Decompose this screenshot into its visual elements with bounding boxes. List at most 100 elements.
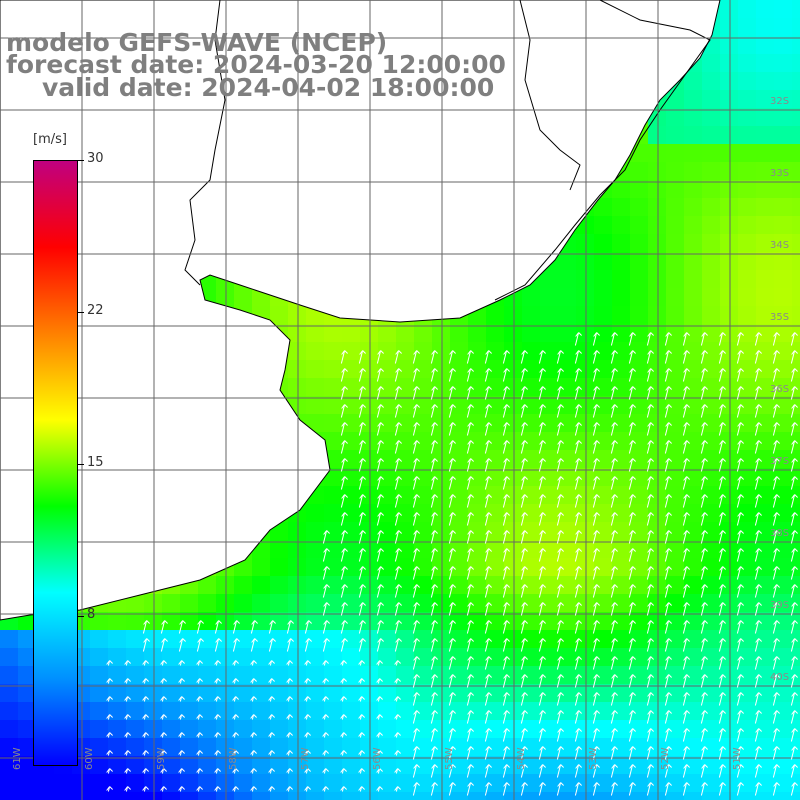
wind-arrow — [772, 494, 780, 508]
wind-arrow — [718, 764, 726, 778]
speed-cell — [630, 540, 649, 559]
speed-cell — [720, 558, 739, 577]
speed-cell — [198, 756, 217, 775]
speed-cell — [198, 774, 217, 793]
wind-arrow — [484, 728, 492, 742]
speed-cell — [162, 720, 181, 739]
speed-cell — [630, 738, 649, 757]
speed-cell — [270, 720, 289, 739]
speed-cell — [450, 756, 469, 775]
speed-cell — [522, 360, 541, 379]
speed-cell — [360, 414, 379, 433]
speed-cell — [522, 288, 541, 307]
wind-arrow — [556, 476, 564, 490]
wind-arrow — [790, 368, 798, 382]
wind-arrow — [664, 620, 672, 634]
wind-arrow — [700, 422, 708, 436]
speed-cell — [702, 792, 721, 800]
speed-cell — [486, 324, 505, 343]
wind-arrow — [610, 368, 618, 382]
wind-arrow — [718, 476, 726, 490]
speed-cell — [486, 594, 505, 613]
wind-arrow — [538, 548, 546, 562]
speed-cell — [0, 756, 19, 775]
speed-cell — [540, 684, 559, 703]
speed-cell — [414, 414, 433, 433]
wind-arrow — [682, 440, 690, 454]
title-valid-date: valid date: 2024-04-02 18:00:00 — [42, 73, 495, 102]
speed-cell — [36, 792, 55, 800]
colorbar-tick-22: 22 — [87, 303, 104, 318]
wind-arrow — [502, 692, 510, 706]
wind-arrow — [160, 750, 167, 756]
speed-cell — [648, 702, 667, 721]
speed-cell — [72, 774, 91, 793]
speed-cell — [774, 720, 793, 739]
speed-cell — [684, 270, 703, 289]
wind-arrow — [664, 332, 672, 346]
wind-arrow — [358, 696, 365, 702]
speed-cell — [432, 558, 451, 577]
speed-cell — [648, 306, 667, 325]
wind-arrow — [772, 674, 780, 688]
speed-cell — [342, 360, 361, 379]
wind-arrow — [646, 620, 654, 634]
wind-arrow — [664, 764, 672, 778]
wind-arrow — [448, 368, 456, 382]
wind-arrow — [286, 696, 293, 702]
wind-arrow — [592, 764, 600, 778]
wind-arrow — [358, 386, 366, 400]
speed-cell — [648, 504, 667, 523]
wind-arrow — [142, 732, 149, 738]
speed-cell — [450, 720, 469, 739]
wind-arrow — [790, 386, 798, 400]
speed-cell — [792, 288, 800, 307]
speed-cell — [738, 540, 757, 559]
speed-cell — [540, 288, 559, 307]
speed-cell — [234, 612, 253, 631]
speed-cell — [522, 594, 541, 613]
wind-arrow — [466, 764, 474, 778]
speed-cell — [648, 360, 667, 379]
wind-arrow — [700, 332, 708, 346]
speed-cell — [450, 468, 469, 487]
wind-arrow — [592, 530, 600, 544]
speed-cell — [324, 432, 343, 451]
wind-arrow — [682, 548, 690, 562]
wind-arrow — [196, 696, 203, 702]
speed-cell — [756, 666, 775, 685]
wind-arrow — [754, 710, 762, 724]
speed-cell — [648, 216, 667, 235]
wind-arrow — [646, 674, 654, 688]
speed-cell — [108, 648, 127, 667]
speed-cell — [594, 432, 613, 451]
wind-arrow — [232, 732, 239, 738]
wind-arrow — [718, 674, 726, 688]
speed-cell — [558, 450, 577, 469]
wind-arrow — [448, 674, 456, 688]
speed-cell — [540, 558, 559, 577]
speed-cell — [702, 630, 721, 649]
title-model: modelo GEFS-WAVE (NCEP) — [6, 28, 388, 57]
wind-arrow — [268, 660, 275, 666]
longitude-labels: 61W 60W 59W 58W 57W 56W 55W 54W 53W 52W 51W — [12, 747, 743, 770]
speed-cell — [396, 522, 415, 541]
wind-arrow — [538, 674, 546, 688]
wind-arrow — [718, 386, 726, 400]
speed-cell — [324, 792, 343, 800]
wind-arrow — [340, 750, 347, 756]
wind-arrow — [574, 386, 582, 400]
speed-cell — [576, 684, 595, 703]
speed-cell — [702, 576, 721, 595]
wind-arrow — [682, 530, 690, 544]
speed-cell — [576, 342, 595, 361]
wind-arrow — [502, 548, 510, 562]
wind-arrow — [682, 764, 690, 778]
speed-cell — [108, 666, 127, 685]
wind-arrow — [736, 512, 744, 526]
speed-cell — [738, 216, 757, 235]
speed-cell — [468, 540, 487, 559]
wind-arrow — [718, 692, 726, 706]
speed-cell — [270, 540, 289, 559]
speed-cell — [738, 396, 757, 415]
